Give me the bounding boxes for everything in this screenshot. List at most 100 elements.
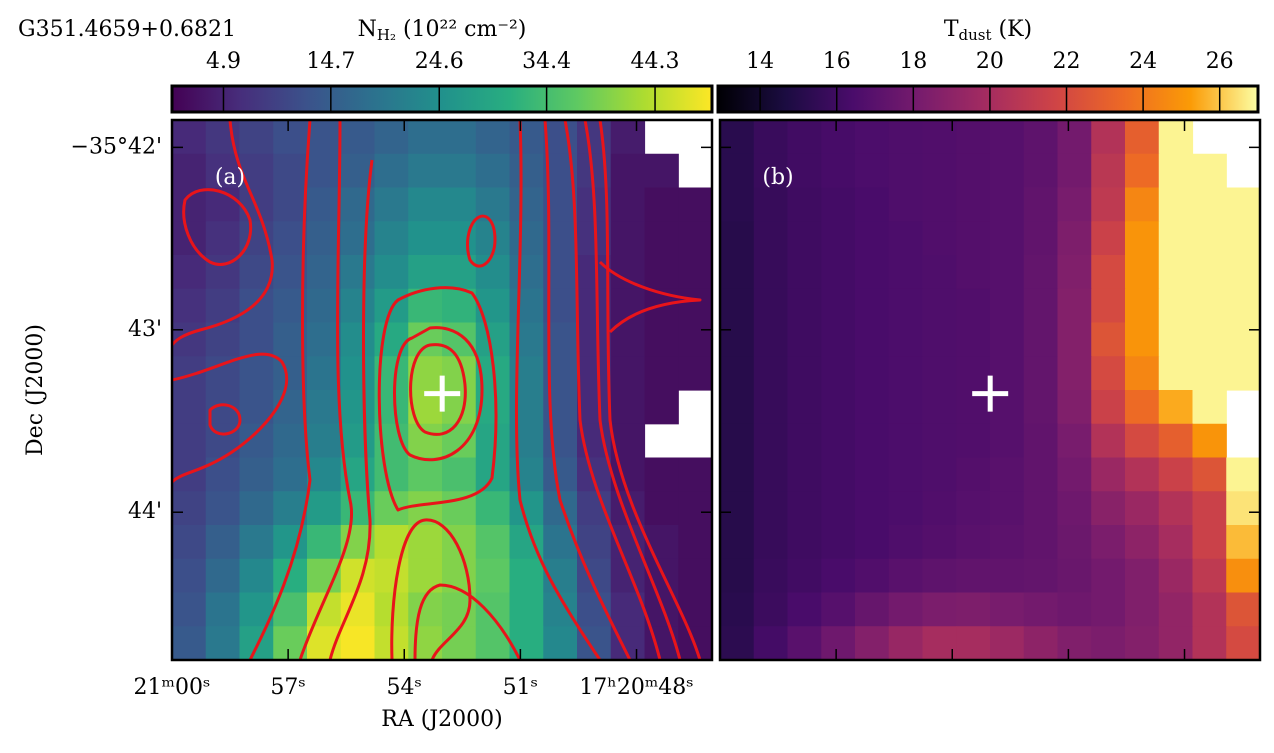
pixel bbox=[990, 187, 1025, 222]
pixel bbox=[644, 525, 679, 560]
pixel bbox=[239, 491, 274, 526]
pixel bbox=[855, 390, 890, 425]
pixel bbox=[1023, 626, 1059, 660]
pixel bbox=[1192, 457, 1227, 492]
pixel bbox=[1125, 390, 1160, 425]
pixel bbox=[821, 356, 856, 391]
pixel bbox=[787, 187, 822, 222]
pixel bbox=[1057, 525, 1092, 560]
pixel bbox=[821, 558, 856, 594]
pixel bbox=[855, 423, 890, 459]
pixel bbox=[408, 187, 443, 222]
pixel bbox=[1125, 356, 1160, 391]
colorbar-label: NH₂ (10²² cm⁻²) bbox=[358, 17, 527, 44]
pixel bbox=[1057, 120, 1092, 155]
pixel bbox=[374, 221, 409, 256]
pixel bbox=[787, 288, 822, 324]
pixel bbox=[855, 491, 890, 526]
pixel bbox=[1158, 356, 1194, 391]
pixel bbox=[1023, 558, 1059, 594]
pixel bbox=[1192, 592, 1227, 627]
pixel bbox=[577, 525, 612, 560]
pixel bbox=[509, 457, 544, 492]
pixel bbox=[273, 120, 308, 155]
label-subscript: H₂ bbox=[377, 26, 396, 44]
pixel bbox=[408, 221, 443, 256]
pixel bbox=[1192, 153, 1227, 189]
pixel bbox=[273, 187, 308, 222]
pixel bbox=[990, 221, 1025, 256]
pixel bbox=[644, 356, 679, 391]
pixel bbox=[753, 221, 789, 256]
pixel bbox=[956, 288, 991, 324]
pixel bbox=[753, 457, 789, 492]
pixel bbox=[509, 356, 544, 391]
pixel bbox=[678, 187, 712, 222]
pixel bbox=[442, 120, 477, 155]
pixel bbox=[753, 187, 789, 222]
pixel bbox=[990, 356, 1025, 391]
pixel bbox=[374, 322, 409, 357]
pixel bbox=[956, 626, 991, 660]
pixel bbox=[307, 525, 342, 560]
pixel bbox=[1158, 423, 1194, 459]
pixel bbox=[273, 153, 308, 189]
pixel bbox=[787, 558, 822, 594]
pixel bbox=[1192, 558, 1227, 594]
pixel bbox=[1023, 153, 1059, 189]
pixel bbox=[408, 626, 443, 660]
pixel bbox=[644, 390, 679, 425]
pixel bbox=[1023, 221, 1059, 256]
panel-b-overlay: (b) 14 16 18 20 22 24 26 Tdust (K) bbox=[716, 17, 1262, 662]
pixel bbox=[610, 356, 646, 391]
pixel bbox=[172, 491, 207, 526]
contour bbox=[543, 120, 632, 660]
pixel bbox=[787, 592, 822, 627]
pixel bbox=[1192, 356, 1227, 391]
pixel bbox=[408, 255, 443, 290]
pixel bbox=[787, 390, 822, 425]
panel-a-overlay: (a) 21ᵐ00ˢ 57ˢ 54ˢ 51ˢ 17ʰ20ᵐ48ˢ −35°42' 43' 44'… bbox=[23, 17, 714, 732]
pixel bbox=[888, 153, 924, 189]
pixel bbox=[1158, 288, 1194, 324]
pixel bbox=[509, 120, 544, 155]
pixel bbox=[273, 221, 308, 256]
pixel bbox=[577, 457, 612, 492]
pixel bbox=[1125, 187, 1160, 222]
pixel bbox=[644, 457, 679, 492]
pixel bbox=[1158, 120, 1194, 155]
pixel bbox=[753, 626, 789, 660]
pixel bbox=[821, 322, 856, 357]
pixel bbox=[1091, 288, 1126, 324]
pixel bbox=[990, 153, 1025, 189]
pixel bbox=[1057, 626, 1092, 660]
x-tick-label: 57ˢ bbox=[270, 675, 305, 700]
pixel bbox=[720, 592, 755, 627]
contour bbox=[563, 120, 662, 660]
pixel bbox=[1192, 525, 1227, 560]
pixel bbox=[922, 221, 957, 256]
colorbar-tick-label: 22 bbox=[1053, 49, 1081, 74]
pixel bbox=[307, 423, 342, 459]
panel-label: (a) bbox=[215, 165, 245, 190]
pixel bbox=[753, 423, 789, 459]
pixel bbox=[1023, 457, 1059, 492]
pixel bbox=[855, 288, 890, 324]
pixel bbox=[1226, 221, 1260, 256]
pixel bbox=[922, 423, 957, 459]
x-tick-label: 51ˢ bbox=[503, 675, 538, 700]
pixel bbox=[1057, 356, 1092, 391]
pixel bbox=[753, 592, 789, 627]
pixel bbox=[855, 221, 890, 256]
pixel bbox=[307, 491, 342, 526]
pixel bbox=[610, 255, 646, 290]
pixel bbox=[678, 457, 712, 492]
pixel bbox=[678, 525, 712, 560]
pixel bbox=[1057, 322, 1092, 357]
pixel bbox=[1125, 255, 1160, 290]
pixel bbox=[340, 288, 376, 324]
pixel bbox=[509, 423, 544, 459]
pixel bbox=[855, 592, 890, 627]
pixel bbox=[1125, 221, 1160, 256]
pixel bbox=[1158, 491, 1194, 526]
